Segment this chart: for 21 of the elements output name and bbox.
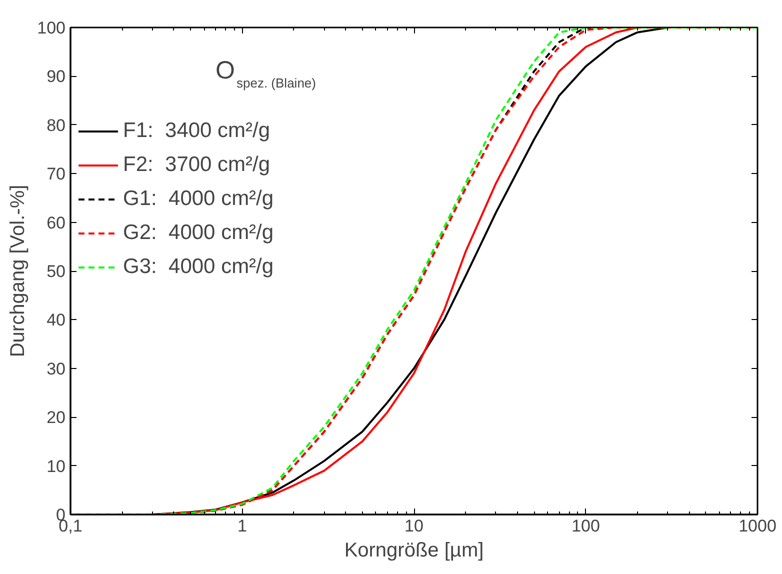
y-tick-label: 60 [46,213,66,232]
y-tick-label: 20 [46,408,66,428]
x-tick-label: 1 [238,516,247,536]
y-tick-label: 100 [37,18,66,38]
x-axis-title: Korngröße [µm] [344,540,484,562]
legend-label: G2: 4000 cm²/g [123,220,274,246]
legend-label: G3: 4000 cm²/g [123,254,274,280]
y-tick-label: 30 [46,359,66,378]
y-tick-label: 50 [46,262,66,281]
y-tick-label: 40 [46,310,66,330]
legend-label: F1: 3400 cm²/g [123,118,270,144]
y-tick-label: 70 [46,164,66,184]
legend-label: G1: 4000 cm²/g [123,186,274,212]
x-tick-label: 100 [572,516,600,536]
y-axis-title: Durchgang [Vol.-%] [7,184,30,358]
x-tick-label: 1000 [738,516,776,536]
y-tick-label: 10 [46,456,66,476]
y-tick-label: 80 [46,116,66,135]
y-tick-label: 90 [46,67,66,86]
legend-label: F2: 3700 cm²/g [123,152,270,178]
x-tick-label: 10 [404,516,424,536]
